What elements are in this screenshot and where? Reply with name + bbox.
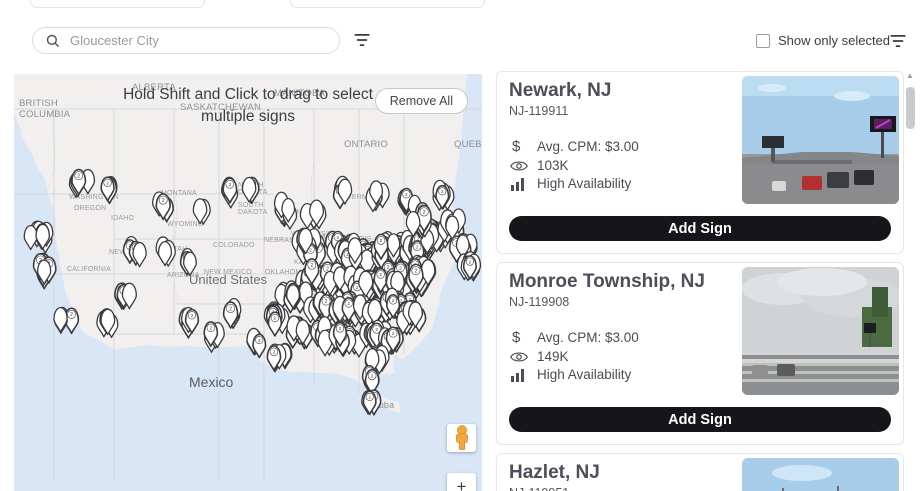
svg-text:$: $ (512, 138, 521, 155)
svg-text:$: $ (512, 329, 521, 346)
